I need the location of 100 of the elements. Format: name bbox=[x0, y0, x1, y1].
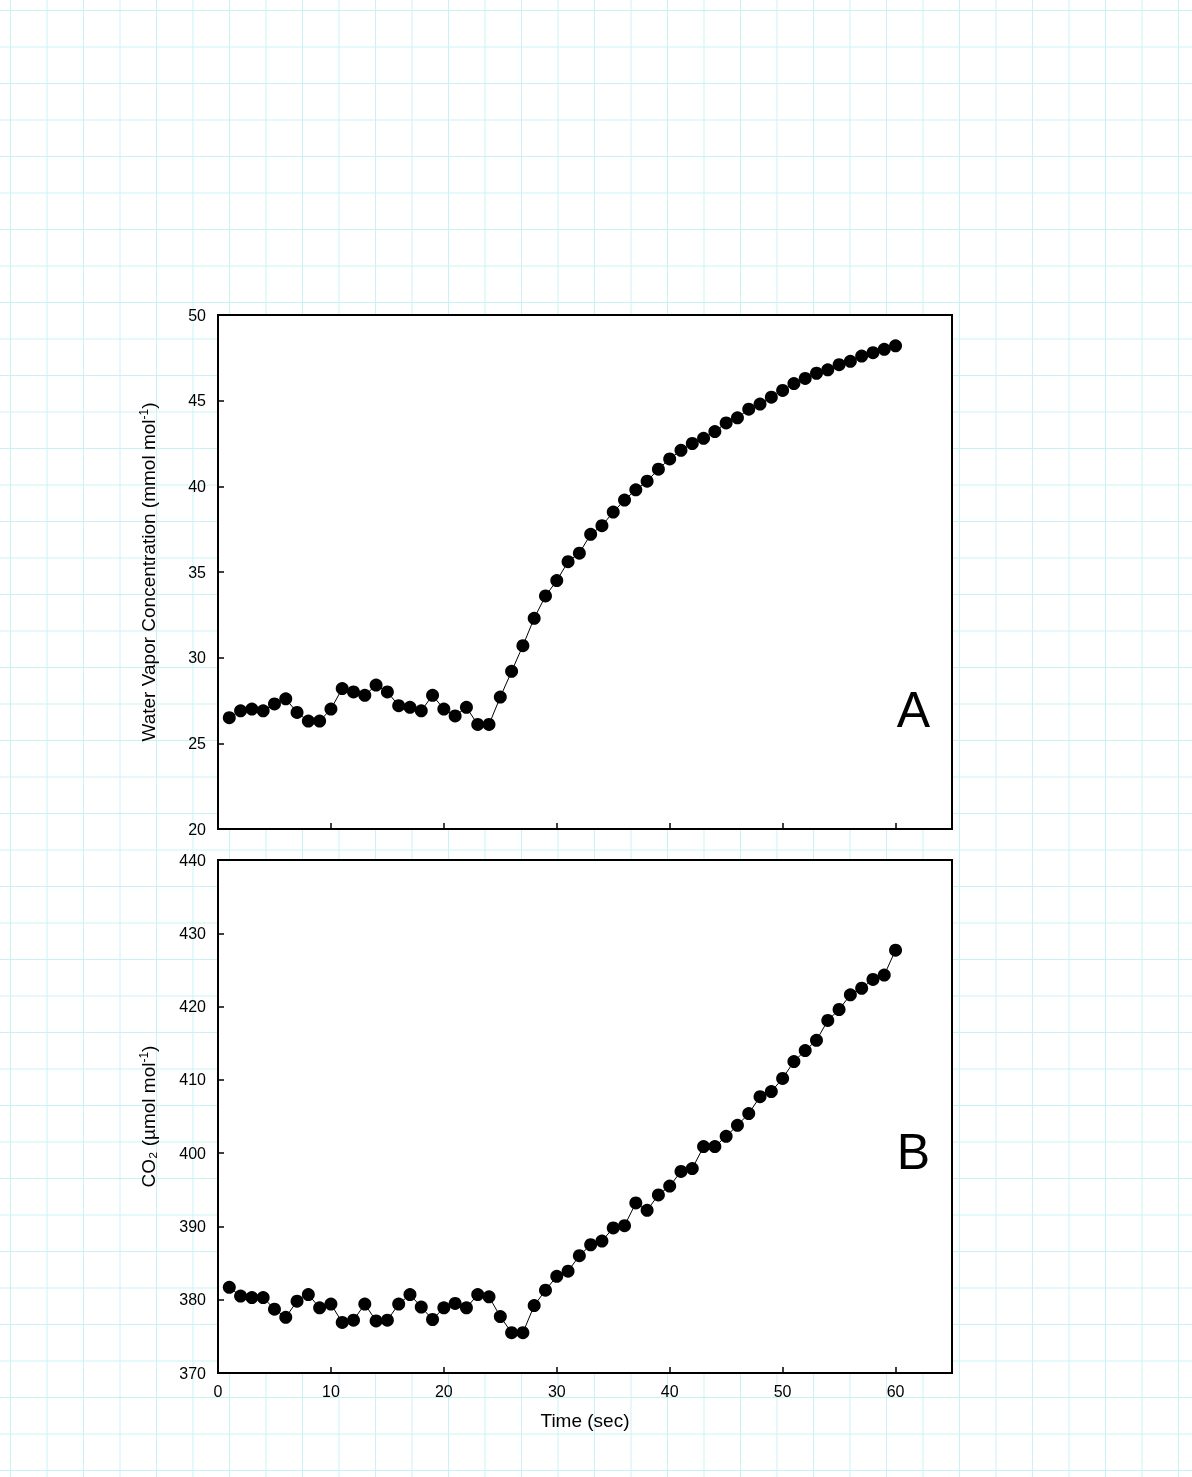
point bbox=[482, 717, 496, 731]
point bbox=[606, 1221, 620, 1235]
point bbox=[527, 1299, 541, 1313]
point bbox=[629, 483, 643, 497]
point bbox=[561, 1264, 575, 1278]
y-tick-label: 390 bbox=[179, 1217, 207, 1235]
x-tick-label: 60 bbox=[886, 1382, 905, 1400]
point bbox=[606, 505, 620, 519]
point bbox=[663, 1179, 677, 1193]
x-tick-label: 50 bbox=[773, 1382, 792, 1400]
y-tick-label: 440 bbox=[179, 851, 207, 869]
point bbox=[572, 546, 586, 560]
y-tick-label: 380 bbox=[179, 1291, 207, 1309]
point bbox=[347, 1313, 361, 1327]
point bbox=[527, 611, 541, 625]
point bbox=[505, 664, 519, 678]
point bbox=[459, 700, 473, 714]
y-tick-label: 370 bbox=[179, 1364, 207, 1382]
point bbox=[866, 972, 880, 986]
point bbox=[719, 416, 733, 430]
point bbox=[832, 358, 846, 372]
point bbox=[256, 1291, 270, 1305]
point bbox=[222, 711, 236, 725]
point bbox=[730, 411, 744, 425]
point bbox=[821, 363, 835, 377]
point bbox=[798, 1044, 812, 1058]
point bbox=[776, 1071, 790, 1085]
y-tick-label: 45 bbox=[188, 392, 207, 410]
point bbox=[222, 1280, 236, 1294]
point bbox=[482, 1290, 496, 1304]
point bbox=[505, 1326, 519, 1340]
point bbox=[403, 700, 417, 714]
point bbox=[279, 692, 293, 706]
point bbox=[708, 1140, 722, 1154]
point bbox=[550, 574, 564, 588]
point bbox=[719, 1129, 733, 1143]
point bbox=[787, 1055, 801, 1069]
point bbox=[380, 1313, 394, 1327]
point bbox=[810, 1033, 823, 1047]
point bbox=[651, 1188, 665, 1202]
point bbox=[810, 366, 823, 380]
point bbox=[414, 1300, 428, 1314]
point bbox=[674, 443, 688, 457]
point bbox=[798, 371, 812, 385]
point bbox=[708, 425, 722, 438]
point bbox=[313, 714, 327, 728]
point bbox=[595, 1234, 609, 1248]
point bbox=[866, 346, 880, 360]
point bbox=[392, 699, 406, 713]
annotation: A bbox=[896, 682, 931, 739]
point bbox=[301, 714, 315, 728]
point bbox=[358, 1297, 372, 1311]
x-tick-label: 30 bbox=[547, 1382, 566, 1400]
x-tick-label: 20 bbox=[434, 1382, 453, 1400]
y-tick-label: 400 bbox=[179, 1144, 207, 1162]
point bbox=[832, 1003, 846, 1016]
point bbox=[742, 1107, 756, 1121]
point bbox=[493, 690, 507, 704]
point bbox=[651, 462, 665, 476]
point bbox=[640, 1203, 654, 1217]
point bbox=[877, 342, 891, 356]
y-tick-label: 25 bbox=[188, 734, 207, 752]
point bbox=[313, 1301, 327, 1315]
point bbox=[572, 1249, 586, 1263]
point bbox=[414, 704, 428, 718]
point bbox=[358, 688, 372, 702]
point bbox=[753, 397, 767, 411]
y-tick-label: 430 bbox=[179, 924, 207, 942]
point bbox=[347, 685, 361, 699]
point bbox=[843, 988, 857, 1002]
point bbox=[538, 1283, 552, 1297]
point bbox=[301, 1288, 315, 1302]
y-tick-label: 20 bbox=[188, 820, 207, 838]
point bbox=[516, 639, 530, 653]
point bbox=[234, 704, 248, 718]
point bbox=[697, 431, 711, 445]
point bbox=[403, 1288, 417, 1302]
point bbox=[776, 383, 790, 397]
x-tick-label: 10 bbox=[322, 1382, 340, 1400]
point bbox=[584, 1238, 598, 1252]
point bbox=[267, 697, 281, 711]
point bbox=[550, 1269, 564, 1283]
point bbox=[561, 555, 575, 569]
point bbox=[640, 474, 654, 488]
point bbox=[245, 702, 259, 716]
point bbox=[290, 1294, 304, 1308]
point bbox=[618, 1219, 632, 1233]
y-tick-label: 35 bbox=[188, 563, 207, 581]
point bbox=[764, 390, 778, 404]
y-tick-label: 410 bbox=[179, 1071, 207, 1089]
point bbox=[437, 702, 451, 716]
point bbox=[685, 1162, 699, 1176]
y-tick-label: 50 bbox=[188, 306, 207, 324]
point bbox=[324, 702, 338, 716]
point bbox=[843, 354, 857, 368]
point bbox=[459, 1301, 473, 1315]
y-tick-label: 30 bbox=[188, 649, 207, 667]
y-tick-label: 420 bbox=[179, 998, 207, 1016]
x-axis-title: Time (sec) bbox=[540, 1410, 630, 1431]
point bbox=[855, 981, 869, 995]
